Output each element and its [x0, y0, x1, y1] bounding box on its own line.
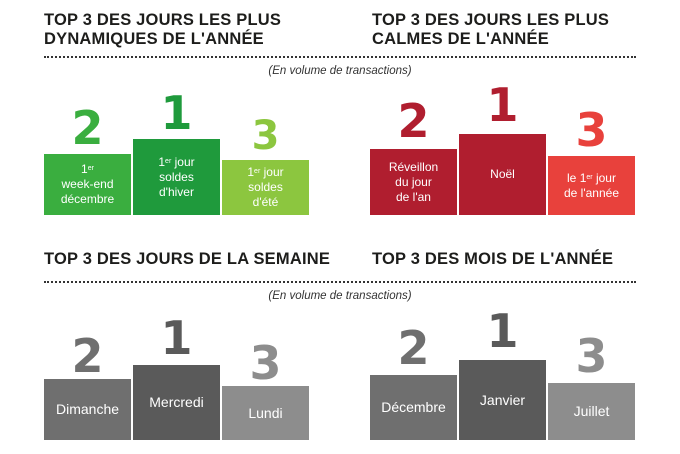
months-rank-2: 2 — [397, 321, 430, 375]
calm-step-3: le 1er jour de l'année — [548, 156, 635, 215]
busy-step-3-label: 1er jour soldes d'été — [247, 165, 284, 209]
busy-step-1-label: 1er jour soldes d'hiver — [158, 154, 195, 199]
week-step-2-label: Dimanche — [55, 401, 120, 417]
calm-days-title: TOP 3 DES JOURS LES PLUS CALMES DE L'ANN… — [372, 11, 609, 49]
busy-days-title-line1: TOP 3 DES JOURS LES PLUS — [44, 11, 282, 29]
calm-rank-1: 1 — [486, 78, 519, 132]
months-step-3: Juillet — [548, 383, 635, 440]
busy-step-1: 1er jour soldes d'hiver — [133, 139, 220, 215]
busy-step-2-label: 1er week-end décembre — [60, 162, 115, 206]
calm-step-3-label: le 1er jour de l'année — [563, 170, 619, 200]
months-step-2: Décembre — [370, 375, 457, 440]
busy-rank-3: 3 — [251, 113, 280, 159]
busy-rank-1: 1 — [160, 86, 193, 140]
week-rank-3: 3 — [249, 336, 282, 390]
week-step-2: Dimanche — [44, 379, 131, 440]
months-rank-3: 3 — [575, 329, 608, 383]
busy-days-title-line2: DYNAMIQUES DE L'ANNÉE — [44, 30, 264, 48]
top-subtitle: (En volume de transactions) — [268, 65, 412, 77]
week-rank-2: 2 — [71, 329, 104, 383]
calm-step-2-label: Réveillon du jour de l'an — [388, 159, 439, 204]
months-rank-1: 1 — [486, 304, 519, 358]
calm-rank-3: 3 — [575, 103, 608, 157]
calm-step-2: Réveillon du jour de l'an — [370, 149, 457, 215]
week-rank-1: 1 — [160, 311, 193, 365]
week-days-title: TOP 3 DES JOURS DE LA SEMAINE — [44, 250, 331, 268]
busy-rank-2: 2 — [71, 101, 104, 155]
months-step-1-label: Janvier — [479, 391, 526, 408]
calm-step-1-label: Noël — [490, 167, 515, 181]
week-step-1: Mercredi — [133, 365, 220, 440]
bottom-divider — [44, 281, 636, 283]
months-step-2-label: Décembre — [381, 399, 446, 415]
week-step-1-label: Mercredi — [149, 394, 204, 410]
months-title: TOP 3 DES MOIS DE L'ANNÉE — [372, 250, 614, 268]
calm-rank-2: 2 — [397, 94, 430, 148]
week-step-3: Lundi — [222, 386, 309, 440]
busy-days-title: TOP 3 DES JOURS LES PLUS DYNAMIQUES DE L… — [44, 11, 281, 49]
bottom-subtitle: (En volume de transactions) — [268, 290, 412, 302]
calm-step-1: Noël — [459, 134, 546, 215]
busy-step-3: 1er jour soldes d'été — [222, 160, 309, 215]
months-step-3-label: Juillet — [573, 403, 610, 419]
months-step-1: Janvier — [459, 360, 546, 440]
calm-days-title-line2: CALMES DE L'ANNÉE — [372, 30, 549, 48]
busy-step-2: 1er week-end décembre — [44, 154, 131, 215]
week-step-3-label: Lundi — [248, 404, 283, 421]
top-divider — [44, 56, 636, 58]
calm-days-title-line1: TOP 3 DES JOURS LES PLUS — [372, 11, 610, 29]
